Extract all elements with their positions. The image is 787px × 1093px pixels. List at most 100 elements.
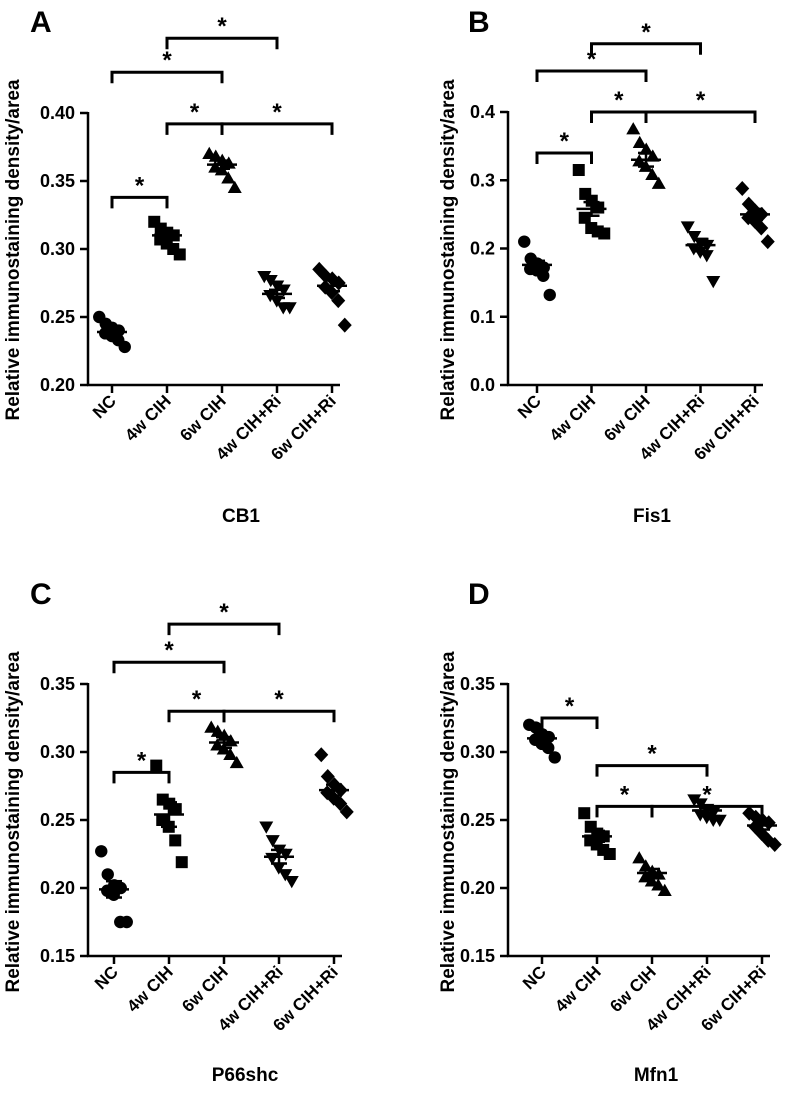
y-tick-label: 0.35: [40, 674, 75, 694]
y-tick-label: 0.25: [460, 810, 495, 830]
data-point: [651, 176, 666, 189]
x-category-label: NC: [519, 962, 550, 993]
data-point: [598, 227, 611, 240]
data-point: [706, 276, 721, 289]
y-tick-label: 0.0: [470, 375, 495, 395]
data-point: [518, 235, 531, 248]
significance-star: *: [614, 87, 624, 114]
data-point: [120, 915, 133, 929]
significance-bracket: [112, 660, 226, 674]
significance-bracket: [222, 709, 336, 723]
y-tick-label: 0.1: [470, 307, 495, 327]
x-category-label: 4w CIH: [123, 962, 177, 1016]
significance-star: *: [641, 19, 651, 46]
data-point: [229, 755, 244, 769]
significance-bracket: [540, 716, 599, 729]
significance-star: *: [272, 99, 282, 126]
y-tick-label: 0.35: [40, 171, 75, 191]
y-tick-label: 0.15: [460, 946, 495, 966]
y-tick-label: 0.20: [40, 878, 75, 898]
panel-letter: D: [468, 578, 490, 611]
y-axis-label: Relative immunostaining density/area: [3, 79, 24, 420]
data-point: [271, 862, 286, 875]
y-tick-label: 0.20: [460, 878, 495, 898]
data-point: [735, 180, 750, 196]
data-point: [101, 868, 114, 881]
data-point: [173, 248, 186, 261]
data-point: [150, 759, 163, 772]
y-tick-label: 0.15: [40, 946, 75, 966]
data-point: [592, 201, 605, 214]
x-category-label: 6w CIH: [178, 962, 232, 1016]
y-tick-label: 0.30: [40, 239, 75, 259]
significance-star: *: [702, 781, 712, 808]
data-point: [760, 234, 775, 250]
significance-star: *: [164, 637, 174, 664]
data-point: [632, 135, 647, 148]
significance-bracket: [650, 804, 764, 818]
data-point: [337, 317, 352, 333]
y-tick-label: 0.40: [40, 103, 75, 123]
data-point: [699, 250, 714, 263]
significance-bracket: [535, 151, 593, 164]
data-point: [693, 246, 708, 259]
data-point: [265, 835, 280, 848]
panel-letter: B: [468, 6, 490, 39]
x-axis-title: Fis1: [633, 506, 671, 527]
data-point: [543, 288, 556, 302]
data-point: [175, 856, 188, 869]
y-tick-label: 0.4: [470, 102, 495, 122]
data-point: [626, 122, 641, 135]
data-point: [754, 220, 769, 236]
x-category-label: 6w CIH: [606, 962, 660, 1016]
significance-star: *: [274, 686, 284, 713]
y-tick-label: 0.25: [40, 810, 75, 830]
data-point: [169, 803, 182, 816]
significance-star: *: [647, 741, 657, 768]
x-axis-title: Mfn1: [634, 1065, 679, 1086]
data-point: [632, 851, 647, 864]
x-category-label: NC: [91, 962, 122, 993]
significance-bracket: [220, 122, 334, 135]
significance-bracket: [595, 764, 709, 777]
significance-star: *: [137, 747, 147, 774]
data-point: [227, 180, 242, 194]
x-category-label: 4w CIH: [546, 391, 600, 445]
data-point: [278, 848, 293, 861]
data-point: [645, 167, 660, 181]
data-point: [282, 302, 297, 315]
data-point: [548, 751, 561, 764]
y-axis-label: Relative immunostaining density/area: [438, 79, 459, 420]
significance-bracket: [535, 69, 648, 83]
x-category-label: 6w CIH: [600, 391, 654, 445]
x-category-label: 4w CIH: [551, 962, 605, 1016]
y-tick-label: 0.2: [470, 239, 495, 259]
data-point: [118, 340, 131, 354]
y-tick-label: 0.30: [40, 742, 75, 762]
data-point: [680, 221, 695, 234]
data-point: [320, 768, 335, 784]
data-point: [210, 724, 225, 737]
significance-star: *: [565, 693, 575, 720]
x-axis-title: CB1: [222, 506, 260, 527]
data-point: [223, 747, 238, 760]
y-tick-label: 0.20: [40, 375, 75, 395]
data-point: [259, 821, 274, 834]
data-point: [537, 269, 550, 282]
significance-bracket: [590, 42, 702, 55]
data-point: [687, 794, 702, 807]
data-point: [339, 804, 354, 820]
significance-bracket: [167, 622, 281, 636]
data-point: [204, 720, 219, 733]
data-point: [644, 874, 659, 887]
y-axis-label: Relative immunostaining density/area: [438, 651, 459, 992]
data-point: [169, 834, 182, 847]
data-point: [712, 814, 727, 827]
data-point: [572, 164, 585, 177]
data-point: [324, 285, 339, 301]
data-point: [657, 883, 672, 896]
data-point: [95, 845, 108, 858]
